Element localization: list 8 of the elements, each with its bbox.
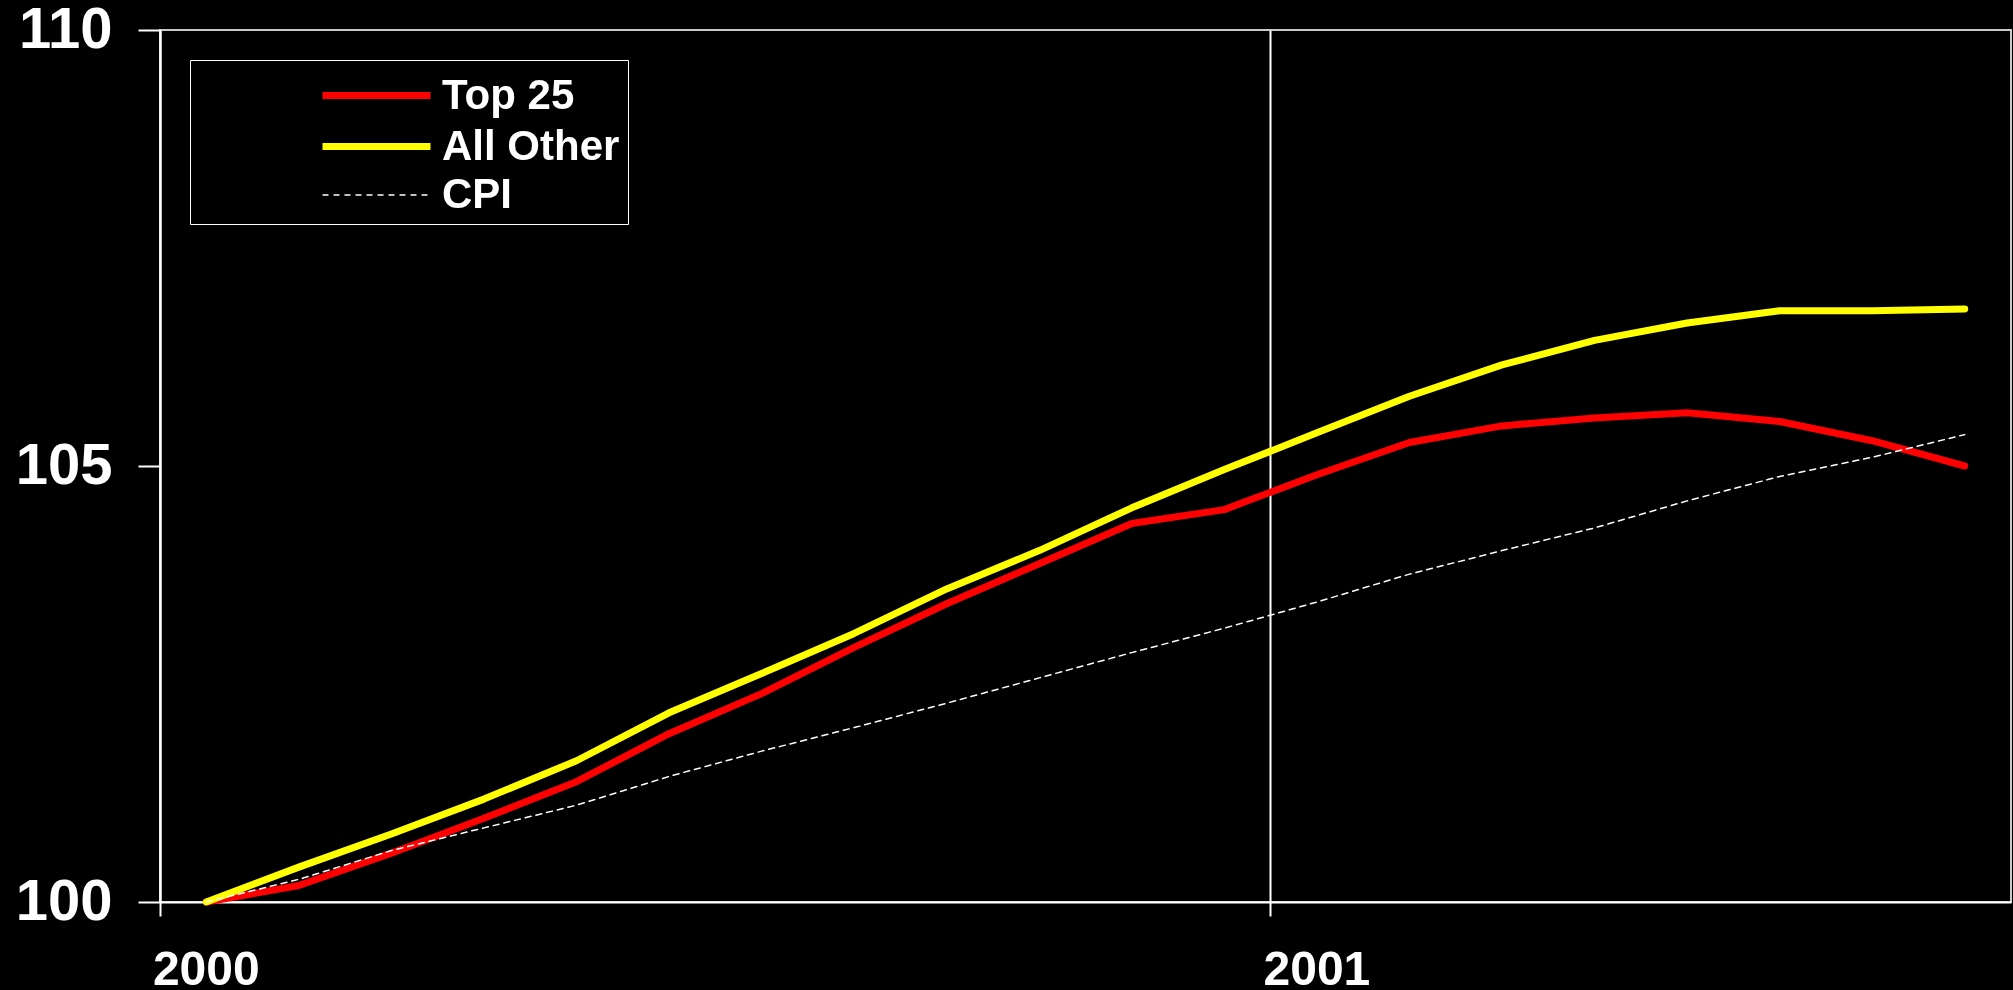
- legend-label: CPI: [442, 170, 513, 217]
- y-tick-label: 100: [15, 866, 113, 932]
- legend-label: All Other: [442, 121, 620, 169]
- legend-label: Top 25: [442, 70, 575, 118]
- x-tick-label: 2000: [152, 941, 260, 990]
- x-tick-label: 2001: [1263, 941, 1371, 990]
- y-tick-label: 105: [15, 430, 113, 496]
- y-tick-label: 110: [18, 0, 113, 60]
